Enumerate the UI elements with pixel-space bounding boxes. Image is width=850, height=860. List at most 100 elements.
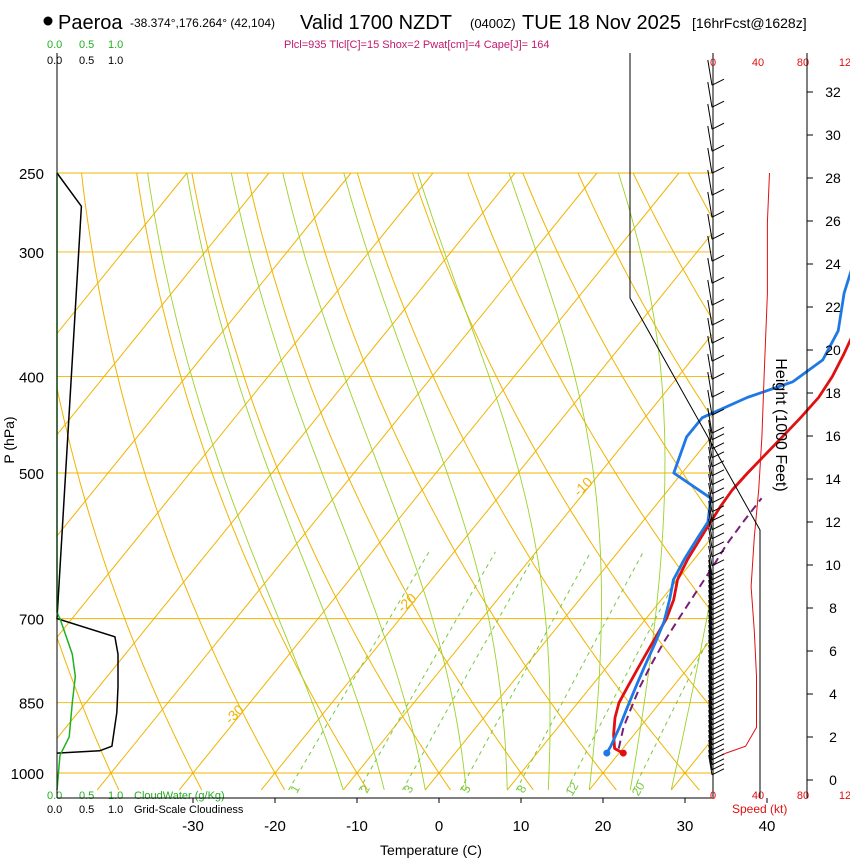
x-tick-label: 20 xyxy=(595,818,612,835)
wind-barb-icon xyxy=(708,437,713,458)
wind-barb-icon xyxy=(708,664,713,685)
cloudwater-tick: 0.5 xyxy=(79,790,94,802)
wind-barb-icon xyxy=(708,729,713,750)
wind-barb-icon xyxy=(708,482,713,503)
wind-barb-icon xyxy=(711,210,725,218)
wind-barb-icon xyxy=(711,743,725,751)
wind-barb-icon xyxy=(711,623,725,631)
isotherm-line xyxy=(506,536,712,791)
height-tick-label: 10 xyxy=(825,557,841,573)
wind-barb-icon xyxy=(711,505,725,513)
wind-barb-icon xyxy=(711,678,725,686)
cloudiness-tick: 0.5 xyxy=(79,804,94,816)
mixing-ratio-label: 8 xyxy=(514,782,530,795)
wind-barb-icon xyxy=(708,719,713,740)
temperature-line xyxy=(612,337,850,755)
wind-barb-icon xyxy=(711,354,725,362)
wind-barb-icon xyxy=(711,753,725,761)
height-tick-label: 6 xyxy=(829,643,837,659)
forecast-run: [16hrFcst@1628z] xyxy=(692,15,807,31)
station-marker-icon xyxy=(43,16,53,26)
wind-barb-icon xyxy=(711,673,725,681)
wind-barb-icon xyxy=(708,579,713,600)
dry-adiabat-line xyxy=(577,172,712,419)
parcel-line xyxy=(617,497,763,749)
wind-barb-icon xyxy=(708,604,713,625)
isotherm-line xyxy=(424,435,712,791)
wind-barb-icon xyxy=(707,279,713,306)
cloudiness-label: Grid-Scale Cloudiness xyxy=(134,804,244,816)
wind-barb-icon xyxy=(708,491,713,512)
dry-adiabat-line xyxy=(467,172,712,613)
cloudwater-tick: 1.0 xyxy=(108,790,123,802)
x-axis-title: Temperature (C) xyxy=(380,842,482,858)
cloud-axis-top: 0.0 0.5 1.0 0.0 0.5 1.0 xyxy=(47,39,123,67)
wind-barb-icon xyxy=(711,390,725,398)
x-tick-label: 0 xyxy=(435,818,443,835)
wind-barb-icon xyxy=(711,166,725,174)
valid-time: Valid 1700 NZDT xyxy=(300,12,452,34)
wind-barb-icon xyxy=(711,514,725,522)
wind-barb-icon xyxy=(707,299,713,326)
wind-barb-icon xyxy=(711,598,725,606)
wind-barb-icon xyxy=(708,694,713,715)
moist-adiabat-line xyxy=(618,172,666,791)
wind-barb-icon xyxy=(711,723,725,731)
wind-barb-icon xyxy=(708,749,713,770)
moist-adiabat-line xyxy=(230,172,426,791)
wind-barb-icon xyxy=(711,573,725,581)
wind-barb-icon xyxy=(711,408,725,416)
cloudiness-profile xyxy=(56,172,119,754)
dry-adiabat-line xyxy=(246,172,534,791)
wind-barb-icon xyxy=(711,713,725,721)
wind-barb-icon xyxy=(708,689,713,710)
wind-barb-icon xyxy=(708,609,713,630)
wind-barb-icon xyxy=(707,81,713,108)
mixing-ratio-label: 2 xyxy=(357,782,373,795)
wind-barb-icon xyxy=(711,648,725,656)
wind-barb-icon xyxy=(711,628,725,636)
wind-barb-icon xyxy=(708,709,713,730)
wind-barb-icon xyxy=(711,100,725,108)
wind-barb-icon xyxy=(707,371,713,398)
wind-barb-icon xyxy=(711,633,725,641)
wind-barb-icon xyxy=(711,496,725,504)
height-tick-label: 12 xyxy=(825,514,841,530)
wind-panel-edge xyxy=(629,53,761,798)
wind-barb-icon xyxy=(711,298,725,306)
moist-adiabat-line xyxy=(417,172,551,791)
sounding-indices: Plcl=935 Tlcl[C]=15 Shox=2 Pwat[cm]=4 Ca… xyxy=(284,39,549,51)
station-coords: -38.374°,176.264° (42,104) xyxy=(130,16,275,30)
station-name: Paeroa xyxy=(58,12,123,34)
wind-barb-icon xyxy=(707,213,713,240)
height-tick-label: 18 xyxy=(825,385,841,401)
wind-barb-icon xyxy=(711,758,725,766)
moist-adiabat-line xyxy=(670,587,712,791)
height-tick-label: 24 xyxy=(825,256,841,272)
wind-barb-icon xyxy=(711,718,725,726)
height-tick-label: 2 xyxy=(829,729,837,745)
mixing-ratio-line xyxy=(459,551,592,791)
wind-barb-icon xyxy=(708,584,713,605)
height-tick-label: 30 xyxy=(825,127,841,143)
mixing-ratio-line xyxy=(358,551,496,791)
wind-barb-icon xyxy=(708,419,713,440)
wind-barb-icon xyxy=(707,235,713,262)
wind-barb-icon xyxy=(711,643,725,651)
cloud-axis-bottom: 0.0 0.5 1.0 CloudWater (g/Kg) 0.0 0.5 1.… xyxy=(47,790,244,816)
valid-time-utc: (0400Z) xyxy=(470,16,516,31)
wind-barb-icon xyxy=(711,254,725,262)
speed-tick-bottom: 12 xyxy=(839,790,850,802)
speed-tick-top: 0 xyxy=(710,57,716,69)
isotherm-line xyxy=(588,637,712,791)
wind-barb-icon xyxy=(708,669,713,690)
isotherm-line xyxy=(57,172,352,537)
wind-barb-icon xyxy=(708,536,713,557)
height-tick-label: 8 xyxy=(829,600,837,616)
wind-barb-icon xyxy=(708,639,713,660)
wind-barb-icon xyxy=(707,103,713,130)
wind-barb-icon xyxy=(711,426,725,434)
wind-barb-icon xyxy=(711,568,725,576)
wind-barb-icon xyxy=(708,674,713,695)
wind-barb-icon xyxy=(711,658,725,666)
